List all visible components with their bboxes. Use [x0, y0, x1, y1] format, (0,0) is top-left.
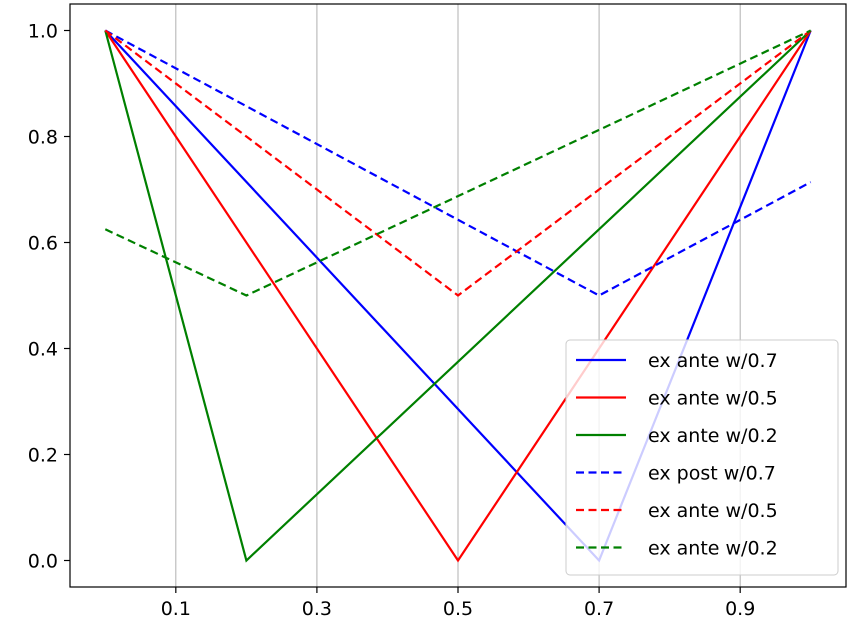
- legend-box: [565, 339, 839, 576]
- series-line-3: [104, 29, 812, 563]
- legend: ex ante w/0.7 ex ante w/0.5 ex ante w/0.2 e…: [565, 339, 839, 576]
- legend-label: ex ante w/0.2: [648, 425, 778, 447]
- series-line-6: [104, 29, 812, 297]
- legend-label: ex post w/0.7: [648, 463, 776, 485]
- legend-label: ex ante w/0.5: [648, 500, 778, 522]
- y-tick-label: 0.2: [28, 445, 58, 467]
- series-line-4: [104, 29, 812, 297]
- y-tick-label: 0.4: [28, 339, 58, 361]
- x-tick-label: 0.5: [443, 598, 473, 620]
- x-tick-label: 0.3: [302, 598, 332, 620]
- y-tick-label: 1.0: [28, 21, 58, 43]
- y-tick-label: 0.0: [28, 551, 58, 573]
- x-tick-label: 0.7: [584, 598, 614, 620]
- legend-label: ex ante w/0.2: [648, 538, 778, 560]
- legend-label: ex ante w/0.7: [648, 350, 778, 372]
- y-tick-label: 0.8: [28, 127, 58, 149]
- series-line-2: [104, 29, 812, 563]
- axis-layer: 0.1 0.3 0.5 0.7 0.9 0.0 0.2 0.4 0.6 0.8 1.0: [28, 21, 756, 621]
- legend-label: ex ante w/0.5: [648, 388, 778, 410]
- x-tick-label: 0.1: [161, 598, 191, 620]
- y-tick-label: 0.6: [28, 233, 58, 255]
- x-tick-label: 0.9: [725, 598, 755, 620]
- series-line-5: [104, 29, 812, 297]
